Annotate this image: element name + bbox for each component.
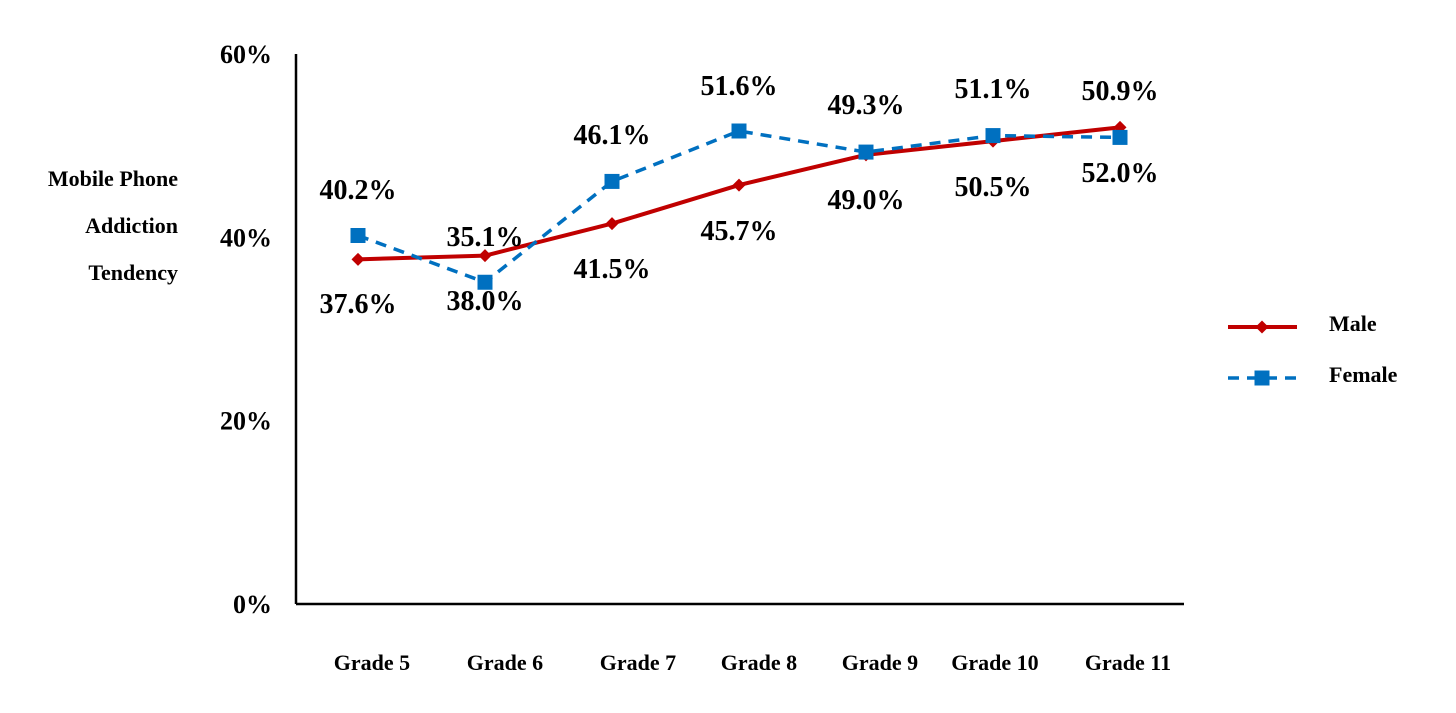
- point-male: [732, 178, 746, 192]
- y-axis-label-line: Mobile Phone: [48, 166, 178, 191]
- y-tick-label: 60%: [220, 40, 272, 69]
- data-label-male: 37.6%: [320, 289, 397, 320]
- point-female: [1112, 129, 1128, 145]
- data-label-male: 50.5%: [955, 172, 1032, 203]
- point-male: [605, 217, 619, 231]
- data-label-female: 51.1%: [955, 74, 1032, 105]
- x-category-label: Grade 10: [951, 650, 1038, 675]
- y-axis-ticks: 0% 20% 40% 60%: [220, 40, 272, 619]
- legend-item-male: Male: [1228, 311, 1377, 336]
- series: [350, 120, 1128, 290]
- point-female: [350, 228, 366, 243]
- series-female: [350, 123, 1128, 290]
- data-label-male: 38.0%: [447, 286, 524, 317]
- y-axis-label-line: Addiction: [85, 213, 178, 238]
- data-label-female: 46.1%: [574, 120, 651, 151]
- data-label-male: 49.0%: [828, 185, 905, 216]
- point-female: [985, 128, 1001, 144]
- legend-marker: [1254, 370, 1270, 386]
- y-axis-label: Mobile Phone Addiction Tendency: [48, 166, 178, 285]
- data-label-male: 52.0%: [1082, 158, 1159, 189]
- point-female: [858, 144, 874, 160]
- legend-label: Male: [1329, 311, 1377, 336]
- legend-item-female: Female: [1228, 362, 1398, 387]
- point-male: [478, 249, 492, 263]
- series-line-female: [357, 129, 1121, 284]
- legend-marker: [1255, 320, 1269, 334]
- y-tick-label: 20%: [220, 407, 272, 436]
- x-axis-categories: Grade 5 Grade 6 Grade 7 Grade 8 Grade 9 Grade…: [334, 650, 1171, 675]
- x-category-label: Grade 7: [600, 650, 676, 675]
- data-label-female: 49.3%: [828, 90, 905, 121]
- data-label-female: 35.1%: [447, 222, 524, 253]
- axes: [294, 54, 1184, 606]
- x-category-label: Grade 8: [721, 650, 797, 675]
- data-label-female: 40.2%: [320, 175, 397, 206]
- point-female: [604, 173, 620, 189]
- y-tick-label: 40%: [220, 223, 272, 252]
- x-category-label: Grade 11: [1085, 650, 1171, 675]
- data-labels: 37.6% 38.0% 41.5% 45.7% 49.0% 50.5% 52.0% 40.2%…: [320, 71, 1159, 320]
- y-axis-label-line: Tendency: [88, 260, 178, 285]
- legend: Male Female: [1228, 311, 1398, 387]
- x-category-label: Grade 6: [467, 650, 543, 675]
- point-female: [731, 123, 747, 139]
- legend-label: Female: [1329, 362, 1398, 387]
- data-label-male: 41.5%: [574, 254, 651, 285]
- point-male: [351, 252, 365, 266]
- data-label-male: 45.7%: [701, 216, 778, 247]
- x-category-label: Grade 9: [842, 650, 918, 675]
- data-label-female: 50.9%: [1082, 76, 1159, 107]
- x-category-label: Grade 5: [334, 650, 410, 675]
- point-female: [477, 274, 493, 290]
- y-tick-label: 0%: [233, 590, 272, 619]
- data-label-female: 51.6%: [701, 71, 778, 102]
